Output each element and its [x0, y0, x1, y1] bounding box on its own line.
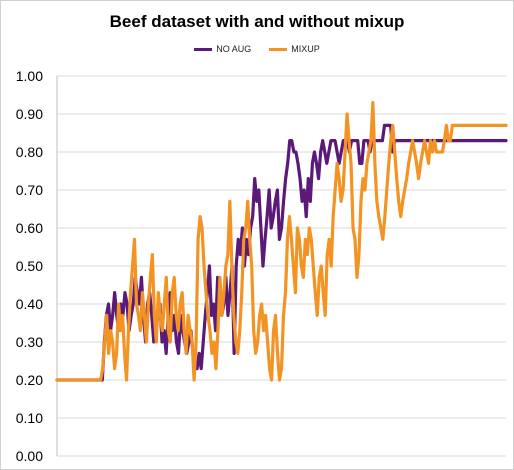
y-tick-label: 0.40 [16, 296, 43, 312]
legend-label-no-aug: NO AUG [216, 44, 252, 54]
legend-item-mixup: MIXUP [269, 44, 320, 54]
y-tick-label: 0.30 [16, 334, 43, 350]
legend-item-no-aug: NO AUG [194, 44, 251, 54]
y-tick-label: 0.50 [16, 258, 43, 274]
series-line-mixup [55, 100, 508, 382]
legend-swatch-mixup [269, 47, 288, 51]
y-tick-label: 0.60 [16, 220, 43, 236]
y-tick-label: 0.00 [16, 448, 43, 464]
chart-legend: NO AUG MIXUP [0, 44, 514, 54]
legend-label-mixup: MIXUP [291, 44, 320, 54]
legend-swatch-no-aug [194, 47, 213, 51]
y-tick-label: 1.00 [16, 68, 43, 84]
y-tick-label: 0.20 [16, 372, 43, 388]
y-tick-label: 0.90 [16, 106, 43, 122]
y-tick-label: 0.10 [16, 410, 43, 426]
chart-title: Beef dataset with and without mixup [109, 12, 405, 31]
y-tick-label: 0.70 [16, 182, 43, 198]
y-tick-label: 0.80 [16, 144, 43, 160]
